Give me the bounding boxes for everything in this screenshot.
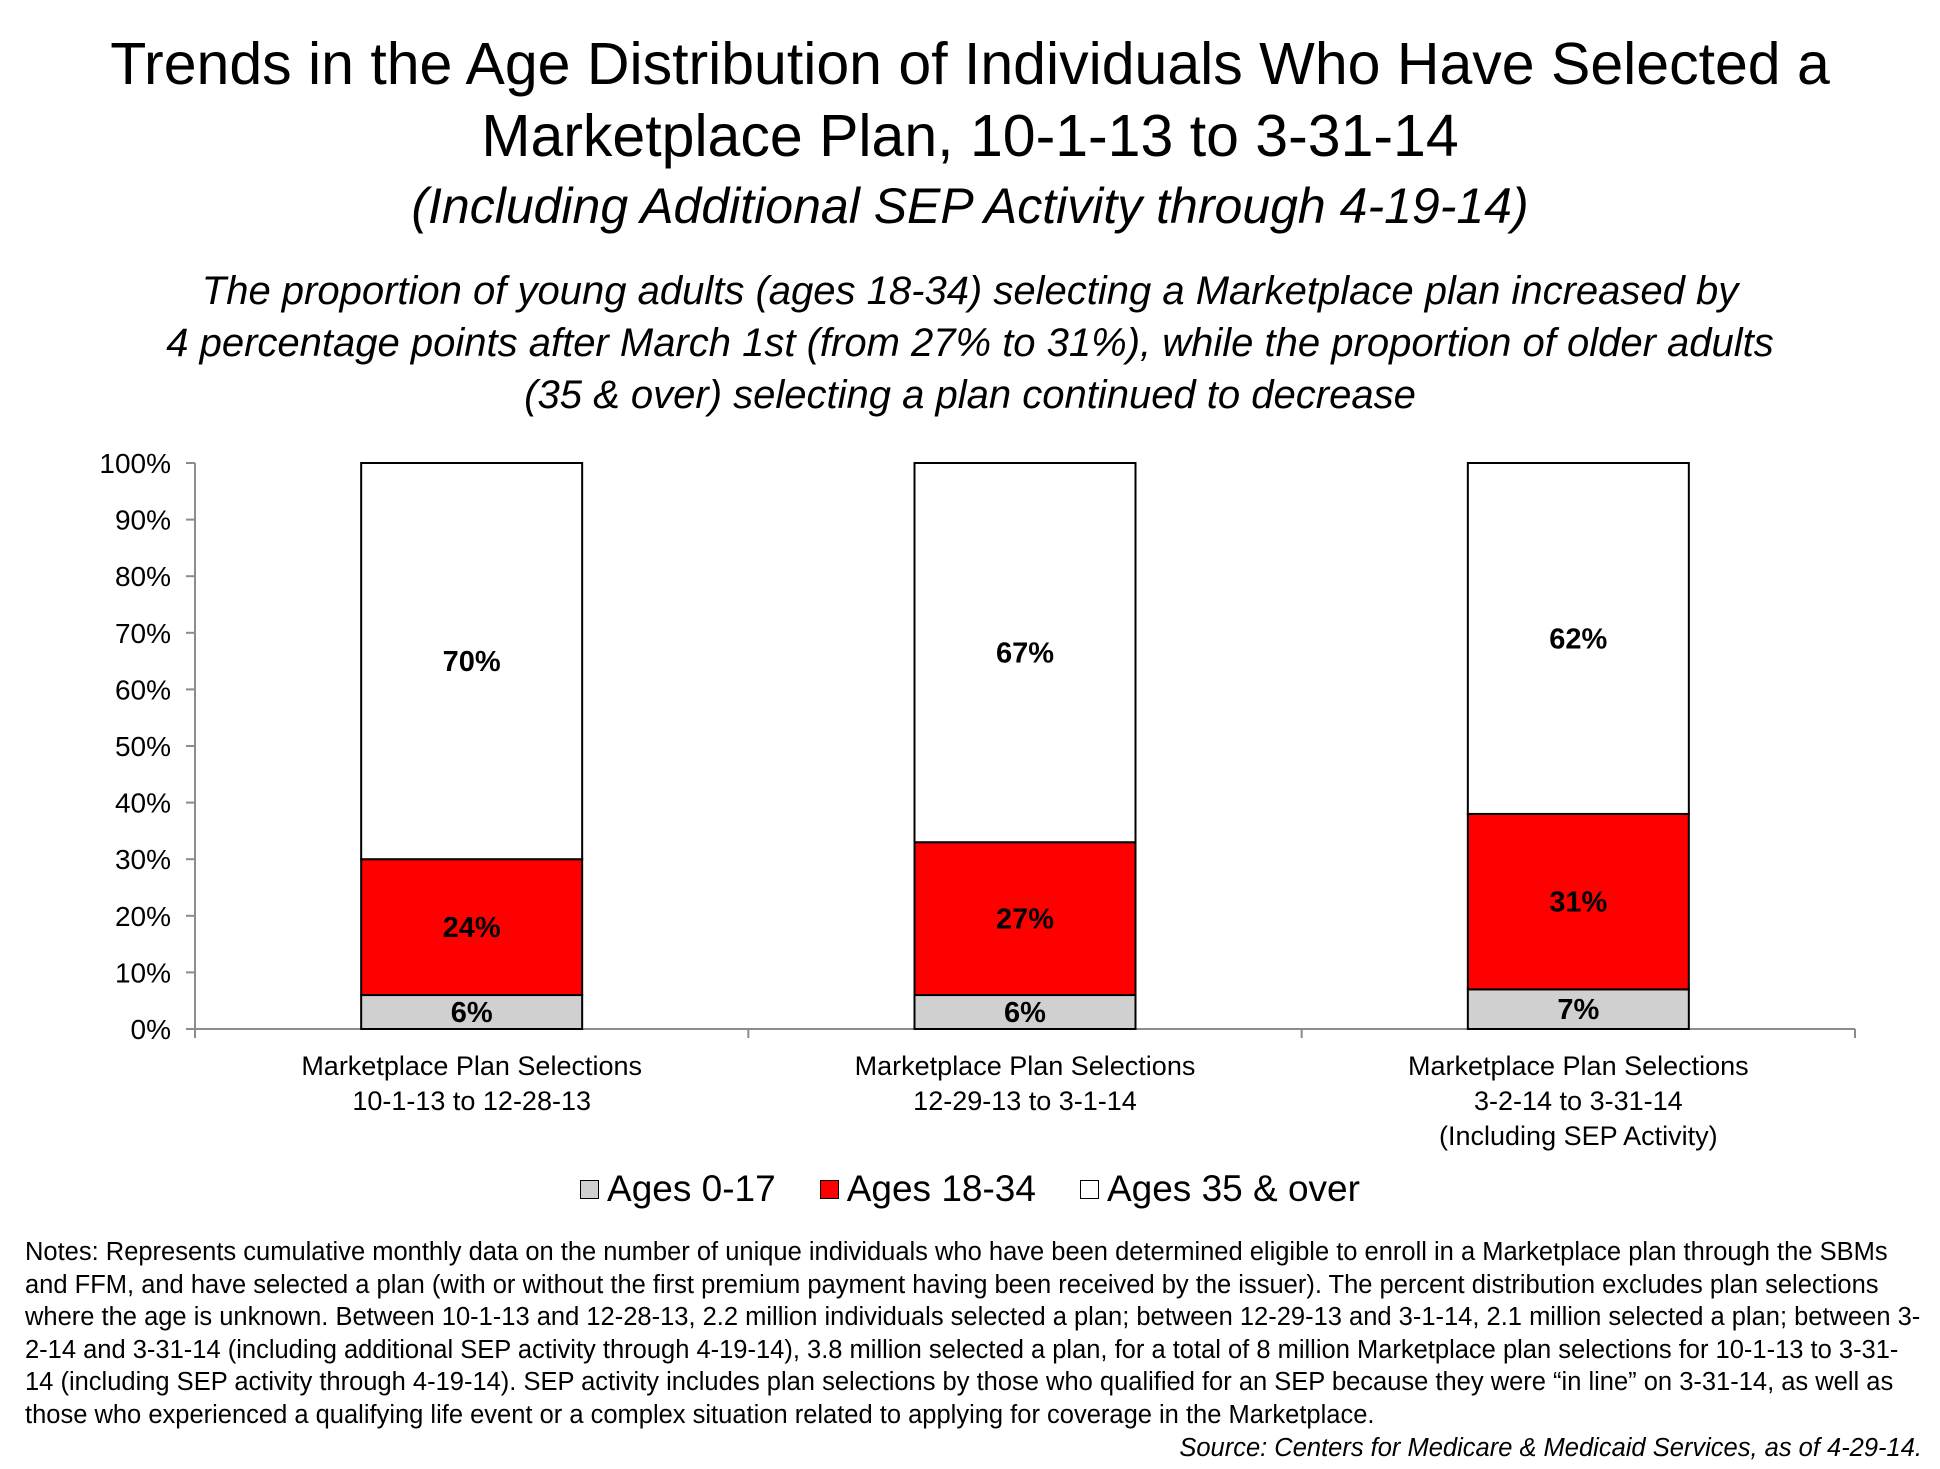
- legend-label-ages-0-17: Ages 0-17: [607, 1168, 776, 1209]
- legend-label-ages-18-34: Ages 18-34: [846, 1168, 1036, 1209]
- x-category-label: Marketplace Plan Selections: [301, 1051, 642, 1081]
- y-tick-label: 10%: [115, 957, 171, 988]
- data-label: 70%: [443, 646, 501, 678]
- x-category-label: 10-1-13 to 12-28-13: [352, 1086, 591, 1116]
- y-tick-label: 30%: [115, 844, 171, 875]
- y-tick-label: 80%: [115, 561, 171, 592]
- data-label: 24%: [443, 912, 501, 944]
- chart-title-line-2: Marketplace Plan, 10-1-13 to 3-31-14: [481, 103, 1459, 169]
- chart-title-line-3: (Including Additional SEP Activity throu…: [411, 178, 1529, 234]
- y-tick-label: 0%: [131, 1014, 171, 1045]
- chart-title-line-1: Trends in the Age Distribution of Indivi…: [110, 31, 1830, 97]
- x-category-label: 3-2-14 to 3-31-14: [1474, 1086, 1683, 1116]
- y-tick-label: 100%: [99, 448, 171, 479]
- y-tick-label: 70%: [115, 618, 171, 649]
- x-category-label: (Including SEP Activity): [1439, 1121, 1718, 1151]
- data-label: 6%: [1004, 997, 1046, 1029]
- subtitle-line-2: 4 percentage points after March 1st (fro…: [166, 321, 1774, 365]
- legend-item-ages-0-17: Ages 0-17: [580, 1165, 776, 1213]
- data-label: 67%: [996, 638, 1054, 670]
- x-category-label: Marketplace Plan Selections: [1408, 1051, 1749, 1081]
- bar-segment: [1466, 462, 1690, 815]
- stacked-bar-chart: 0% 10% 20% 30% 40% 50% 60% 70% 80% 90% 100% 6% 24% 70…: [99, 448, 1856, 1151]
- y-tick-label: 50%: [115, 731, 171, 762]
- data-label: 27%: [996, 904, 1054, 936]
- legend-item-ages-35-over: Ages 35 & over: [1079, 1165, 1360, 1213]
- data-label: 31%: [1549, 887, 1607, 919]
- bar-segment: [913, 462, 1137, 844]
- legend-swatch-ages-0-17: [580, 1179, 600, 1199]
- data-label: 6%: [451, 997, 493, 1029]
- subtitle-line-3: (35 & over) selecting a plan continued t…: [524, 373, 1416, 417]
- bar-segment: [360, 858, 584, 997]
- chart-source: Source: Centers for Medicare & Medicaid …: [1179, 1434, 1922, 1462]
- subtitle-line-1: The proportion of young adults (ages 18-…: [201, 269, 1739, 313]
- y-tick-label: 20%: [115, 901, 171, 932]
- chart-notes: Notes: Represents cumulative monthly dat…: [25, 1238, 1921, 1429]
- data-label: 7%: [1557, 994, 1599, 1026]
- legend-swatch-ages-35-over: [1079, 1179, 1099, 1199]
- legend-swatch-ages-18-34: [819, 1179, 839, 1199]
- bar-segment: [1466, 812, 1690, 991]
- y-tick-label: 40%: [115, 788, 171, 819]
- y-tick-label: 60%: [115, 674, 171, 705]
- y-tick-label: 90%: [115, 505, 171, 536]
- x-category-label: Marketplace Plan Selections: [855, 1051, 1196, 1081]
- legend-label-ages-35-over: Ages 35 & over: [1106, 1168, 1360, 1209]
- chart-legend: Ages 0-17 Ages 18-34 Ages 35 & over: [0, 1165, 1940, 1213]
- x-category-label: 12-29-13 to 3-1-14: [913, 1086, 1137, 1116]
- legend-item-ages-18-34: Ages 18-34: [819, 1165, 1036, 1213]
- bar-segment: [360, 462, 584, 861]
- bar-segment: [913, 994, 1137, 1030]
- data-label: 62%: [1549, 623, 1607, 655]
